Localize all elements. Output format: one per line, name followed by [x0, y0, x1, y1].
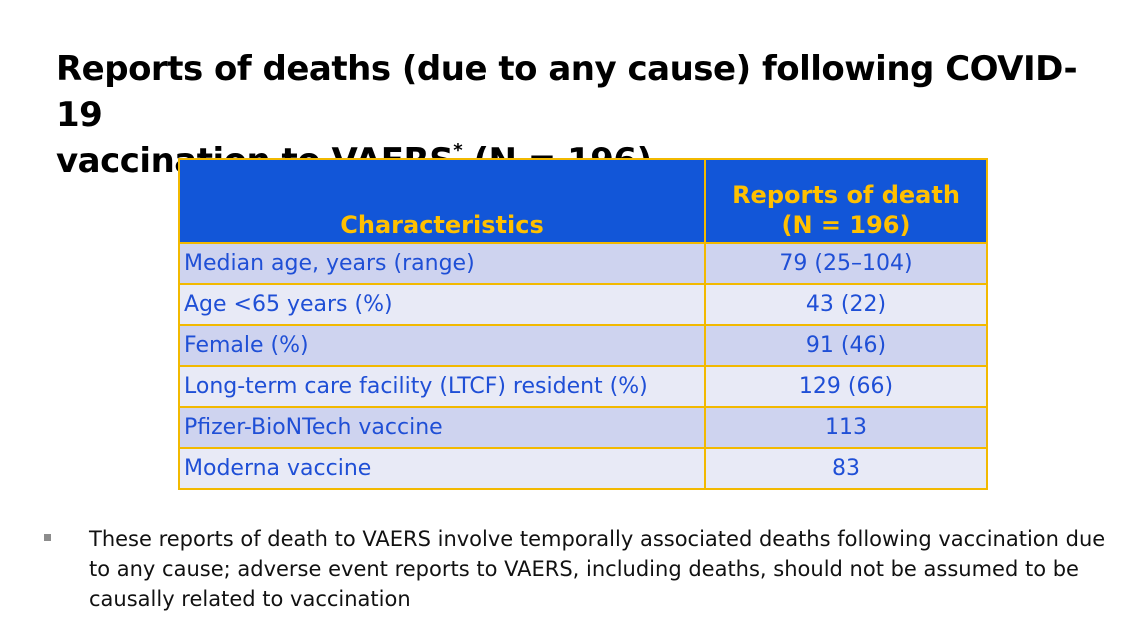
- square-bullet-icon: [44, 534, 51, 541]
- footnote-bullet: These reports of death to VAERS involve …: [44, 524, 1124, 614]
- header-reports-line-1: Reports of death: [732, 181, 960, 209]
- header-reports-line-2: (N = 196): [781, 211, 911, 239]
- row-label: Long-term care facility (LTCF) resident …: [178, 365, 706, 408]
- row-value: 43 (22): [704, 283, 988, 326]
- title-line-1: Reports of deaths (due to any cause) fol…: [56, 49, 1078, 135]
- footnote-text: These reports of death to VAERS involve …: [89, 527, 1106, 611]
- header-characteristics: Characteristics: [178, 158, 706, 244]
- table-header-row: Characteristics Reports of death (N = 19…: [178, 158, 988, 244]
- row-value: 83: [704, 447, 988, 490]
- row-value: 129 (66): [704, 365, 988, 408]
- row-label: Female (%): [178, 324, 706, 367]
- table-row: Moderna vaccine 83: [178, 447, 988, 490]
- table-row: Age <65 years (%) 43 (22): [178, 283, 988, 326]
- table-row: Median age, years (range) 79 (25–104): [178, 242, 988, 285]
- row-label: Moderna vaccine: [178, 447, 706, 490]
- row-value: 79 (25–104): [704, 242, 988, 285]
- row-label: Median age, years (range): [178, 242, 706, 285]
- table-row: Long-term care facility (LTCF) resident …: [178, 365, 988, 408]
- row-value: 113: [704, 406, 988, 449]
- row-label: Age <65 years (%): [178, 283, 706, 326]
- table-row: Female (%) 91 (46): [178, 324, 988, 367]
- title-footnote-marker: *: [453, 139, 463, 161]
- header-reports-of-death: Reports of death (N = 196): [704, 158, 988, 244]
- row-label: Pfizer-BioNTech vaccine: [178, 406, 706, 449]
- characteristics-table: Characteristics Reports of death (N = 19…: [178, 158, 988, 490]
- row-value: 91 (46): [704, 324, 988, 367]
- table-row: Pfizer-BioNTech vaccine 113: [178, 406, 988, 449]
